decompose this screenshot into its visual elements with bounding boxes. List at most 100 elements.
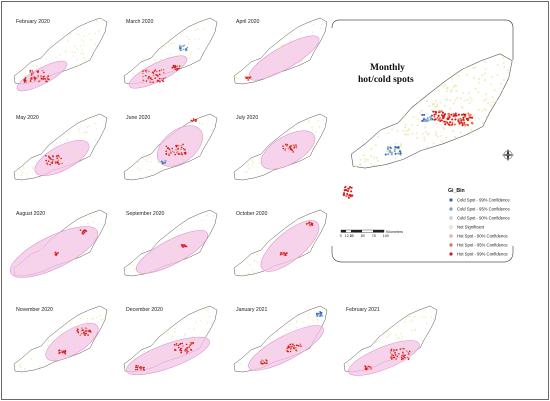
hot-spot-point [408, 353, 410, 355]
not-significant-point [176, 354, 178, 356]
not-significant-point [407, 315, 409, 318]
not-significant-point [162, 58, 165, 60]
not-significant-point [186, 36, 189, 38]
not-significant-point [440, 140, 443, 143]
hot-spot-point [43, 75, 45, 78]
not-significant-point [16, 264, 19, 267]
not-significant-point [48, 344, 51, 347]
not-significant-point [168, 259, 171, 261]
not-significant-point [67, 40, 69, 42]
hot-spot-point [167, 147, 170, 149]
not-significant-point [301, 38, 303, 40]
not-significant-point [197, 28, 199, 31]
not-significant-point [391, 128, 393, 131]
hot-spot-point [263, 362, 266, 364]
legend-label: Cold Spot - 95% Confidence [457, 207, 511, 212]
not-significant-point [132, 369, 135, 372]
not-significant-point [279, 46, 281, 49]
not-significant-point [254, 360, 257, 363]
not-significant-point [291, 336, 293, 339]
not-significant-point [148, 363, 151, 365]
hot-spot-point [284, 253, 287, 255]
not-significant-point [45, 58, 48, 60]
not-significant-point [426, 323, 428, 325]
hot-spot-point [293, 345, 295, 347]
not-significant-point [290, 157, 293, 160]
not-significant-point [196, 339, 198, 341]
hot-spot-point [142, 72, 144, 75]
not-significant-point [58, 358, 61, 361]
panel-month-label: May 2020 [16, 115, 39, 121]
not-significant-point [247, 163, 250, 166]
hot-spot-point [47, 78, 49, 81]
not-significant-point [69, 152, 71, 154]
not-significant-point [74, 258, 76, 260]
not-significant-point [299, 49, 302, 52]
not-significant-point [80, 39, 83, 41]
hot-spot-point [29, 69, 32, 72]
hot-spot-point [448, 116, 451, 119]
hot-spot-point [390, 350, 392, 352]
not-significant-point [66, 322, 69, 324]
not-significant-point [26, 173, 29, 175]
not-significant-point [129, 263, 131, 266]
not-significant-point [80, 318, 82, 320]
not-significant-point [147, 257, 150, 260]
hot-spot-point [464, 115, 467, 118]
cold-spot-point [164, 162, 166, 165]
hot-spot-point [47, 160, 50, 162]
hot-spot-point [286, 350, 288, 352]
not-significant-point [300, 30, 302, 33]
not-significant-point [296, 240, 299, 243]
hot-spot-point [190, 343, 193, 346]
not-significant-point [478, 77, 481, 80]
not-significant-point [404, 114, 407, 117]
hot-spot-point [54, 162, 57, 164]
not-significant-point [395, 157, 398, 160]
not-significant-point [69, 246, 72, 249]
hot-spot-point [81, 232, 84, 234]
not-significant-point [24, 367, 26, 370]
cold-spot-point [182, 48, 184, 51]
not-significant-point [49, 254, 52, 256]
hot-spot-point [158, 73, 161, 75]
hot-spot-point [83, 230, 85, 232]
hot-spot-point [460, 119, 463, 122]
not-significant-point [95, 19, 97, 22]
hot-spot-point [262, 360, 265, 362]
hot-spot-point [57, 252, 59, 254]
not-significant-point [81, 49, 83, 52]
not-significant-point [139, 169, 141, 171]
panel-month-label: March 2020 [126, 19, 154, 25]
not-significant-point [287, 59, 290, 62]
hot-spot-point [163, 71, 165, 74]
not-significant-point [81, 155, 84, 158]
not-significant-point [470, 130, 473, 133]
not-significant-point [201, 123, 204, 125]
hot-spot-point [189, 341, 192, 344]
not-significant-point [376, 159, 379, 162]
hot-spot-point [147, 78, 150, 80]
not-significant-point [445, 98, 448, 101]
hot-spot-point [138, 366, 141, 369]
hot-spot-point [308, 222, 310, 224]
hot-spot-point [160, 69, 163, 71]
hot-spot-point [154, 77, 156, 79]
not-significant-point [67, 138, 69, 140]
not-significant-point [322, 119, 325, 121]
not-significant-point [59, 54, 61, 56]
hot-spot-point [295, 146, 298, 149]
not-significant-point [25, 78, 28, 80]
hot-spot-point [145, 71, 148, 73]
not-significant-point [500, 82, 503, 85]
hot-spot-point [287, 350, 289, 353]
hot-spot-point [52, 155, 54, 158]
not-significant-point [158, 351, 161, 354]
not-significant-point [411, 319, 414, 321]
not-significant-point [65, 148, 68, 151]
not-significant-point [188, 327, 190, 330]
hot-spot-point [156, 80, 159, 82]
hot-spot-point [180, 146, 183, 149]
not-significant-point [75, 339, 77, 342]
